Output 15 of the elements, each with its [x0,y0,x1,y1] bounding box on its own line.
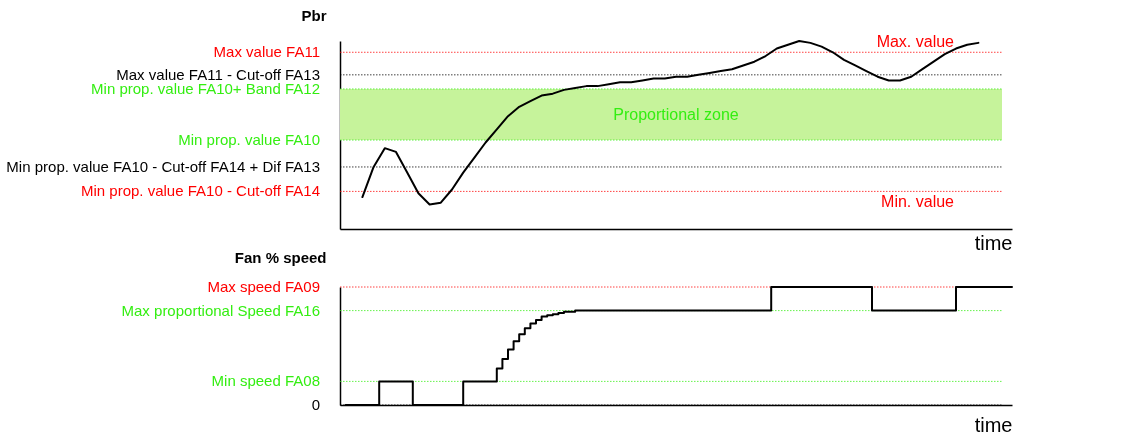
y-axis-title: Fan % speed [234,248,327,266]
annotation: Max. value [876,33,955,51]
ref-line-label: Min prop. value FA10 - Cut-off FA14 [80,182,320,200]
ref-line-label: Min speed FA08 [211,372,320,390]
x-axis-title: time [974,413,1013,436]
ref-line-label: Max speed FA09 [207,278,320,295]
ref-line-label: Max proportional Speed FA16 [121,301,320,319]
ref-line-label: Min prop. value FA10 [178,131,320,149]
ref-line-label: 0 [311,396,320,413]
band-label: Proportional zone [613,105,739,123]
ref-line-label: Max value FA11 [213,43,320,61]
y-axis-title: Pbr [301,6,327,24]
x-axis-title: time [974,231,1013,254]
ref-line-label: Min prop. value FA10 - Cut-off FA14 + Dif FA13 [6,157,320,175]
annotation: Min. value [881,193,955,211]
